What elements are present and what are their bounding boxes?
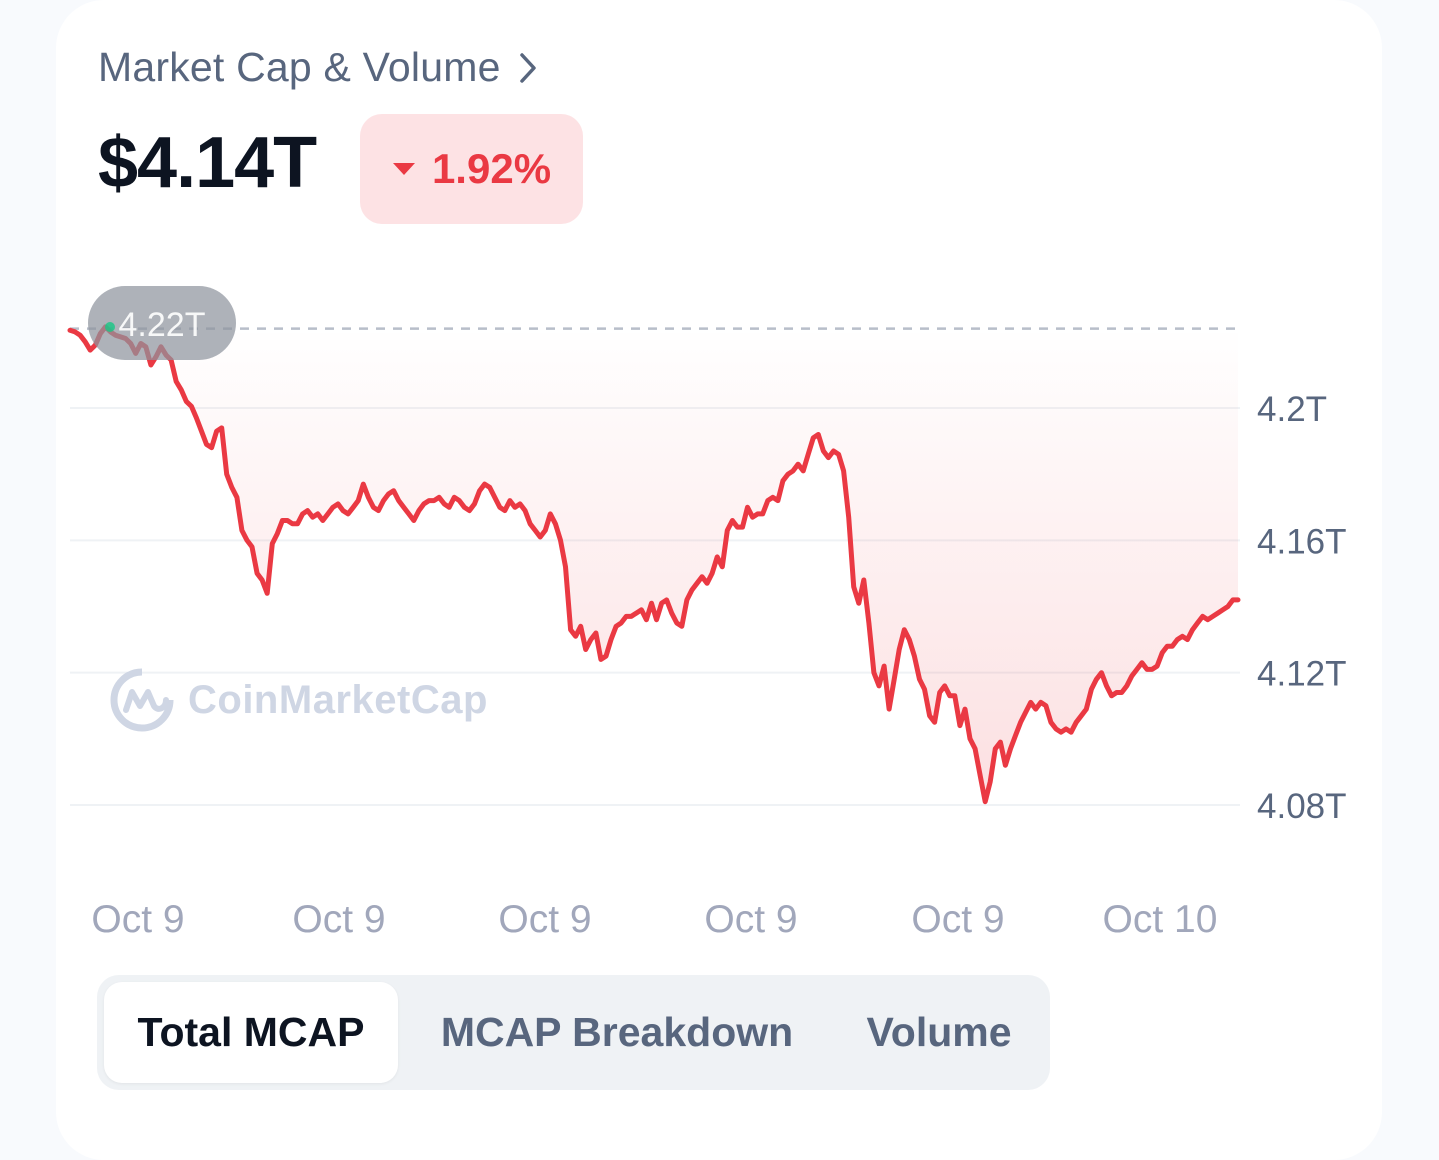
max-marker-pill xyxy=(88,286,236,360)
coinmarketcap-logo-icon xyxy=(110,668,174,732)
market-cap-volume-link[interactable]: Market Cap & Volume xyxy=(98,44,541,91)
chevron-right-icon xyxy=(519,52,536,83)
card-title: Market Cap & Volume xyxy=(98,44,501,90)
x-tick-label: Oct 9 xyxy=(911,898,1004,941)
x-tick-label: Oct 9 xyxy=(704,898,797,941)
x-tick-label: Oct 9 xyxy=(91,898,184,941)
y-tick-label: 4.12T xyxy=(1257,655,1347,694)
y-tick-label: 4.2T xyxy=(1257,390,1327,429)
area-fill xyxy=(70,326,1238,802)
x-axis: Oct 9 Oct 9 Oct 9 Oct 9 Oct 9 Oct 10 xyxy=(91,898,1217,941)
tab-total-mcap[interactable]: Total MCAP xyxy=(104,982,398,1083)
x-tick-label: Oct 9 xyxy=(498,898,591,941)
chart-tabs: Total MCAP MCAP Breakdown Volume xyxy=(97,975,1050,1090)
x-tick-label: Oct 9 xyxy=(292,898,385,941)
tab-volume[interactable]: Volume xyxy=(866,1009,1012,1055)
x-tick-label: Oct 10 xyxy=(1103,898,1218,941)
total-market-cap-value: $4.14T xyxy=(98,123,317,203)
tab-mcap-breakdown[interactable]: MCAP Breakdown xyxy=(440,1009,794,1055)
y-tick-label: 4.08T xyxy=(1257,787,1347,826)
max-point-dot xyxy=(105,322,115,332)
caret-down-icon xyxy=(392,163,415,175)
max-value-marker: 4.22T xyxy=(88,286,236,360)
max-marker-label: 4.22T xyxy=(119,306,206,344)
change-badge: 1.92% xyxy=(360,114,583,224)
change-percent: 1.92% xyxy=(431,145,552,192)
y-axis: 4.2T 4.16T 4.12T 4.08T xyxy=(1257,390,1347,826)
watermark-text: CoinMarketCap xyxy=(188,677,488,722)
market-cap-series-line xyxy=(67,324,1241,805)
y-tick-label: 4.16T xyxy=(1257,522,1347,561)
watermark: CoinMarketCap xyxy=(110,668,488,732)
